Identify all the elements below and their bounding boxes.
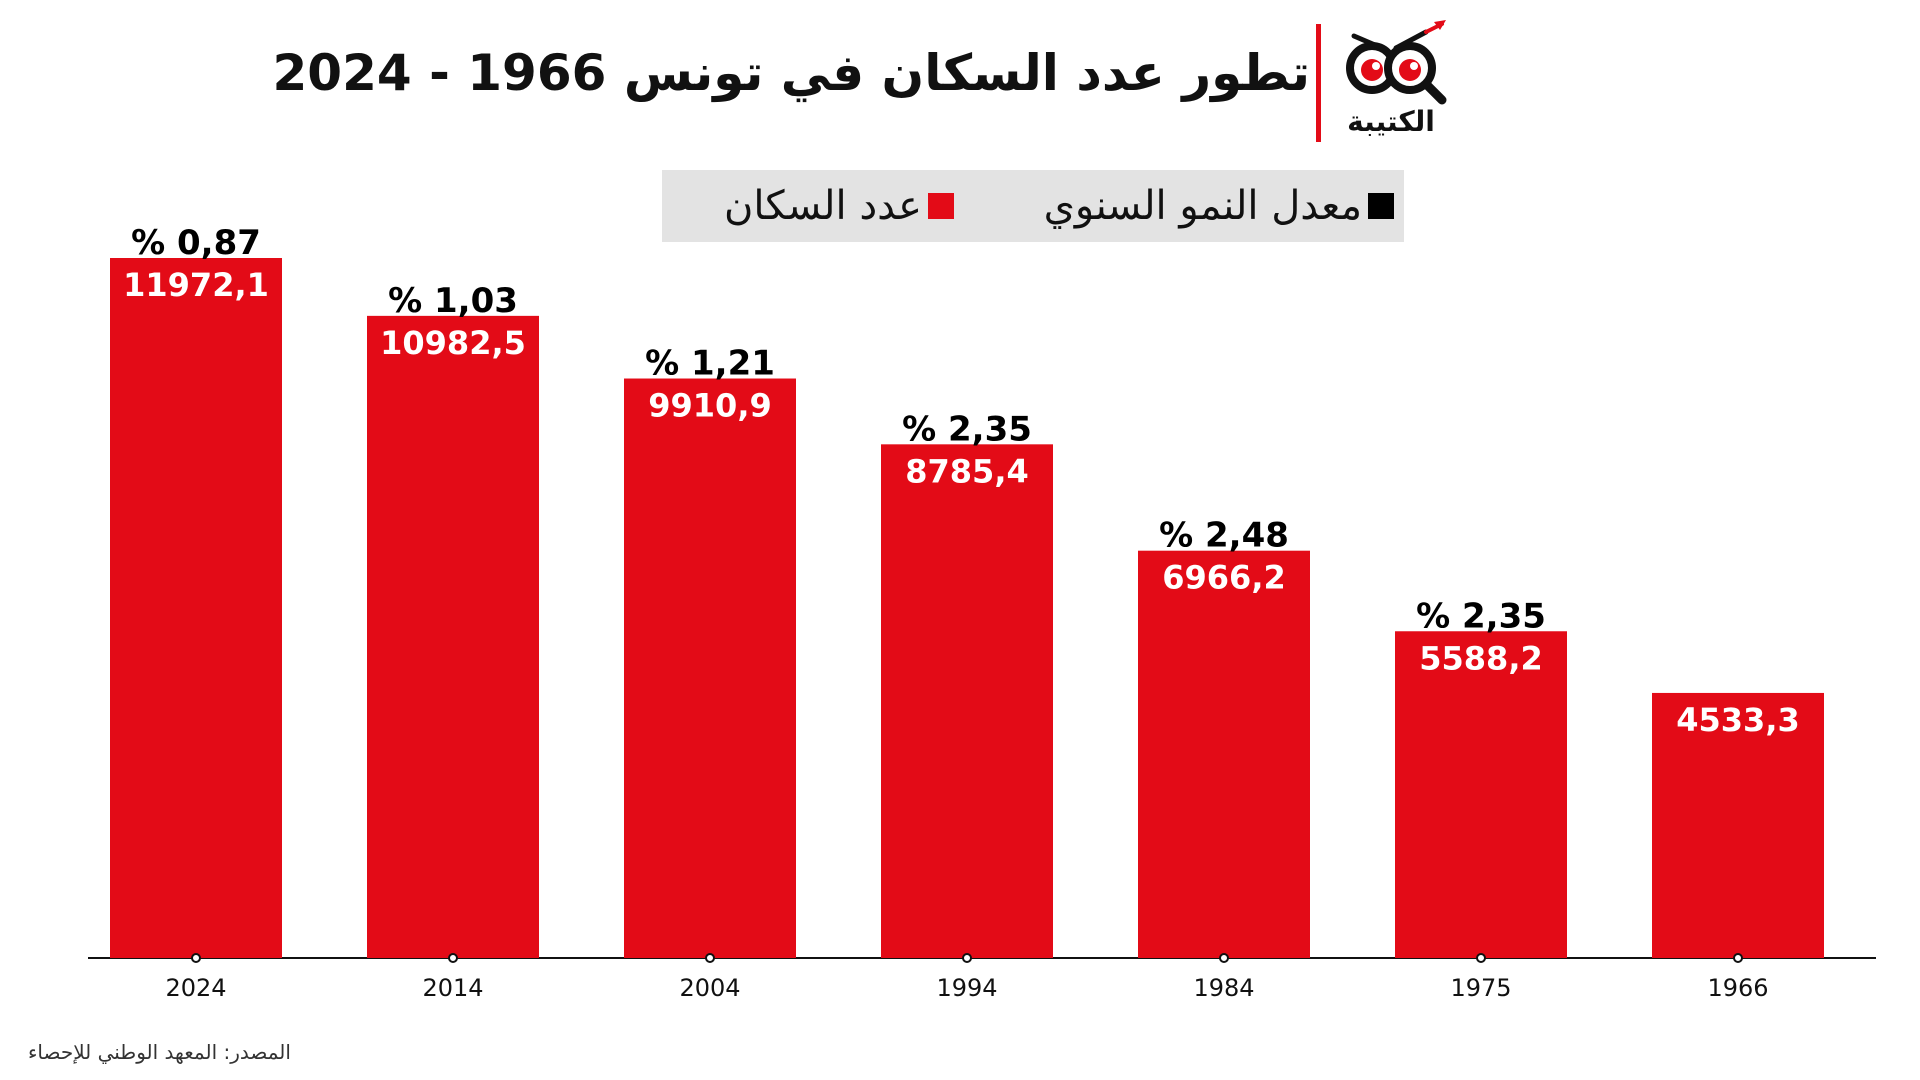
tick-2024	[191, 953, 201, 963]
logo-text: الكتيبة	[1347, 105, 1435, 138]
legend-item-population: عدد السكان	[724, 184, 954, 228]
header: تطور عدد السكان في تونس 1966 - 2024 الكت…	[0, 0, 1920, 150]
tick-label-2004: 2004	[679, 974, 740, 1002]
growth-label-2004: % 1,21	[645, 344, 775, 384]
population-label-1984: 6966,2	[1162, 559, 1285, 597]
legend-item-growth: معدل النمو السنوي	[1044, 184, 1394, 228]
tick-2014	[448, 953, 458, 963]
legend-label-growth: معدل النمو السنوي	[1043, 183, 1362, 229]
bar-2004	[624, 378, 796, 959]
tick-1984	[1219, 953, 1229, 963]
bar-1966	[1652, 692, 1824, 958]
legend-label-population: عدد السكان	[723, 183, 922, 229]
tick-1994	[962, 953, 972, 963]
growth-label-1994: % 2,35	[902, 409, 1032, 449]
growth-label-2014: % 1,03	[388, 281, 518, 321]
tick-1966	[1733, 953, 1743, 963]
title-divider	[1316, 24, 1321, 142]
legend-swatch-growth	[1368, 193, 1394, 219]
population-label-1966: 4533,3	[1676, 701, 1799, 739]
population-label-2004: 9910,9	[648, 387, 771, 425]
tick-2004	[705, 953, 715, 963]
tick-label-2024: 2024	[165, 974, 226, 1002]
growth-label-1975: % 2,35	[1416, 596, 1546, 636]
bar-1975	[1395, 631, 1567, 958]
legend: معدل النمو السنوي عدد السكان	[662, 170, 1404, 242]
population-label-1975: 5588,2	[1419, 639, 1542, 677]
bar-2014	[367, 315, 539, 958]
chart-title: تطور عدد السكان في تونس 1966 - 2024	[272, 44, 1311, 102]
population-label-1994: 8785,4	[905, 452, 1028, 490]
tick-label-2014: 2014	[422, 974, 483, 1002]
legend-swatch-population	[928, 193, 954, 219]
tick-1975	[1476, 953, 1486, 963]
population-label-2014: 10982,5	[380, 324, 526, 362]
tick-label-1984: 1984	[1193, 974, 1254, 1002]
growth-label-1984: % 2,48	[1159, 516, 1289, 556]
tick-label-1975: 1975	[1450, 974, 1511, 1002]
bar-1994	[881, 444, 1053, 958]
population-label-2024: 11972,1	[123, 266, 269, 304]
bar-2024	[110, 258, 282, 958]
bar-1984	[1138, 550, 1310, 958]
growth-label-2024: % 0,87	[131, 223, 261, 263]
logo-icon	[1346, 20, 1447, 105]
tick-label-1966: 1966	[1707, 974, 1768, 1002]
source-note: المصدر: المعهد الوطني للإحصاء	[28, 1040, 291, 1064]
tick-label-1994: 1994	[936, 974, 997, 1002]
